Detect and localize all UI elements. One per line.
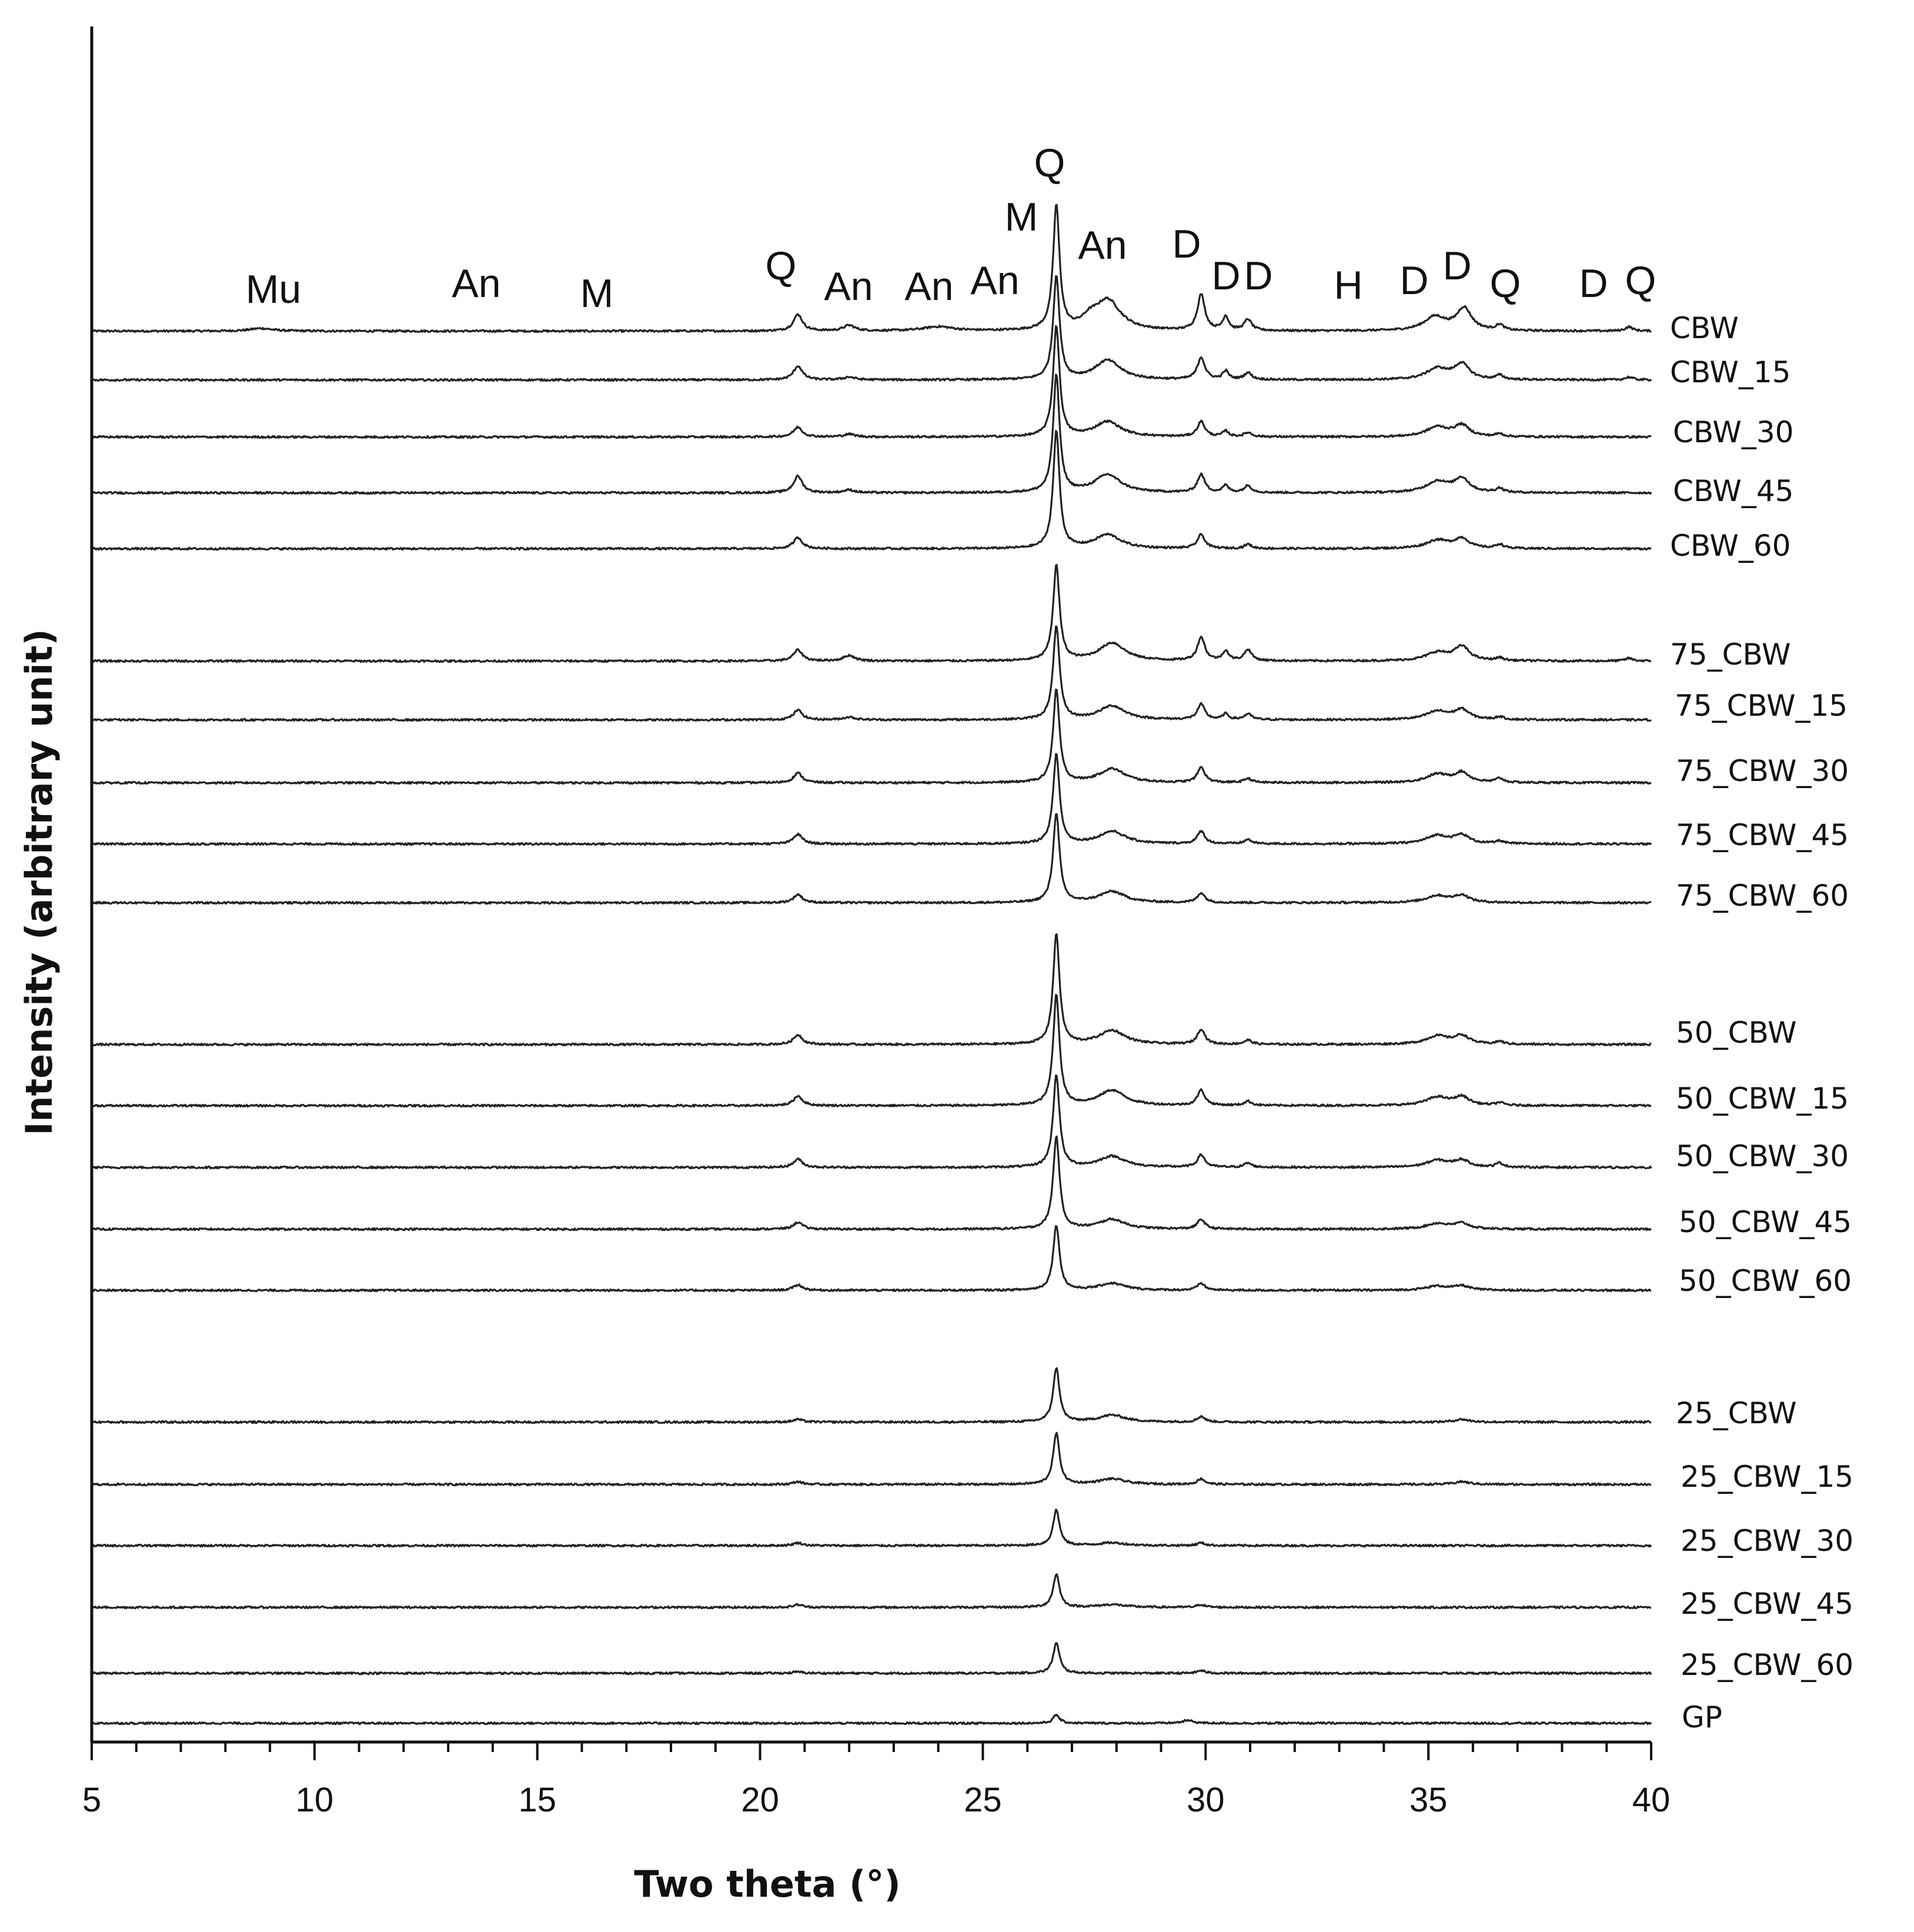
trace-CBW: [91, 203, 1652, 333]
trace-25_CBW_45: [91, 1573, 1652, 1610]
trace-25_CBW: [91, 1367, 1652, 1424]
series-label-75_CBW_15: 75_CBW_15: [1675, 689, 1848, 723]
peak-label-D: D: [1399, 258, 1428, 303]
axes: [90, 26, 1651, 1744]
series-label-25_CBW_45: 25_CBW_45: [1681, 1587, 1853, 1621]
peak-label-Q: Q: [1625, 258, 1656, 303]
x-ticks: 5 10 15 20 25 30 35 40: [82, 1742, 1670, 1819]
diffraction-traces: [91, 203, 1652, 1726]
peak-label-An: An: [1078, 223, 1127, 268]
trace-50_CBW_60: [91, 1225, 1652, 1293]
peak-label-Q: Q: [1034, 141, 1065, 185]
trace-75_CBW_45: [91, 753, 1652, 846]
series-label-25_CBW_30: 25_CBW_30: [1681, 1524, 1853, 1558]
x-axis-title: Two theta (°): [634, 1863, 901, 1906]
peak-label-D: D: [1442, 243, 1471, 288]
series-label-CBW_45: CBW_45: [1673, 474, 1794, 508]
peak-label-An: An: [824, 264, 873, 309]
x-tick-label: 25: [964, 1781, 1002, 1819]
y-axis-title: Intensity (arbitrary unit): [18, 629, 61, 1135]
trace-CBW_30: [91, 325, 1652, 439]
peak-label-An: An: [904, 264, 953, 309]
trace-50_CBW_15: [91, 994, 1652, 1108]
x-tick-label: 40: [1632, 1781, 1671, 1819]
peak-label-D: D: [1579, 261, 1608, 306]
trace-75_CBW_15: [91, 625, 1652, 722]
series-label-25_CBW_15: 25_CBW_15: [1681, 1460, 1853, 1494]
trace-CBW_60: [91, 430, 1652, 551]
trace-50_CBW_45: [91, 1135, 1652, 1232]
peak-label-Q: Q: [1490, 261, 1521, 306]
trace-25_CBW_30: [91, 1509, 1652, 1548]
x-tick-label: 5: [82, 1781, 101, 1819]
trace-CBW_15: [91, 275, 1652, 382]
series-label-CBW: CBW: [1670, 311, 1739, 345]
series-label-25_CBW: 25_CBW: [1676, 1396, 1797, 1430]
series-label-CBW_60: CBW_60: [1670, 529, 1791, 563]
peak-label-An: An: [452, 261, 500, 306]
series-label-75_CBW_60: 75_CBW_60: [1676, 879, 1849, 913]
peak-label-H: H: [1334, 263, 1362, 308]
trace-75_CBW: [91, 564, 1652, 663]
x-tick-label: 15: [518, 1781, 556, 1819]
trace-25_CBW_60: [91, 1642, 1652, 1676]
peak-label-D: D: [1244, 253, 1272, 298]
trace-25_CBW_15: [91, 1432, 1652, 1487]
trace-75_CBW_60: [91, 813, 1652, 905]
series-label-CBW_15: CBW_15: [1670, 355, 1791, 389]
trace-50_CBW_30: [91, 1074, 1652, 1170]
x-tick-label: 10: [296, 1781, 334, 1819]
peak-label-Mu: Mu: [246, 267, 301, 312]
trace-50_CBW: [91, 933, 1652, 1047]
peak-label-An: An: [970, 258, 1019, 303]
x-tick-label: 20: [741, 1781, 779, 1819]
peak-label-M: M: [580, 271, 614, 316]
trace-CBW_45: [91, 373, 1652, 495]
series-label-CBW_30: CBW_30: [1673, 415, 1794, 449]
series-label-50_CBW: 50_CBW: [1676, 1016, 1797, 1050]
peak-label-M: M: [1005, 195, 1038, 239]
series-label-75_CBW_30: 75_CBW_30: [1676, 754, 1849, 788]
x-tick-label: 30: [1187, 1781, 1225, 1819]
peak-label-Q: Q: [766, 243, 797, 288]
series-label-75_CBW_45: 75_CBW_45: [1676, 818, 1849, 852]
trace-75_CBW_30: [91, 688, 1652, 785]
series-label-50_CBW_30: 50_CBW_30: [1676, 1139, 1849, 1173]
series-labels: CBW CBW_15 CBW_30 CBW_45 CBW_60 75_CBW 75_CBW_…: [1670, 311, 1853, 1734]
series-label-75_CBW: 75_CBW: [1670, 638, 1791, 672]
series-label-50_CBW_15: 50_CBW_15: [1676, 1082, 1849, 1116]
trace-GP: [91, 1714, 1652, 1726]
series-label-GP: GP: [1682, 1700, 1722, 1734]
series-label-25_CBW_60: 25_CBW_60: [1681, 1648, 1853, 1682]
peak-label-D: D: [1211, 253, 1240, 298]
series-label-50_CBW_45: 50_CBW_45: [1679, 1205, 1852, 1239]
x-tick-label: 35: [1409, 1781, 1448, 1819]
peak-label-D: D: [1172, 222, 1201, 266]
series-label-50_CBW_60: 50_CBW_60: [1679, 1264, 1852, 1298]
